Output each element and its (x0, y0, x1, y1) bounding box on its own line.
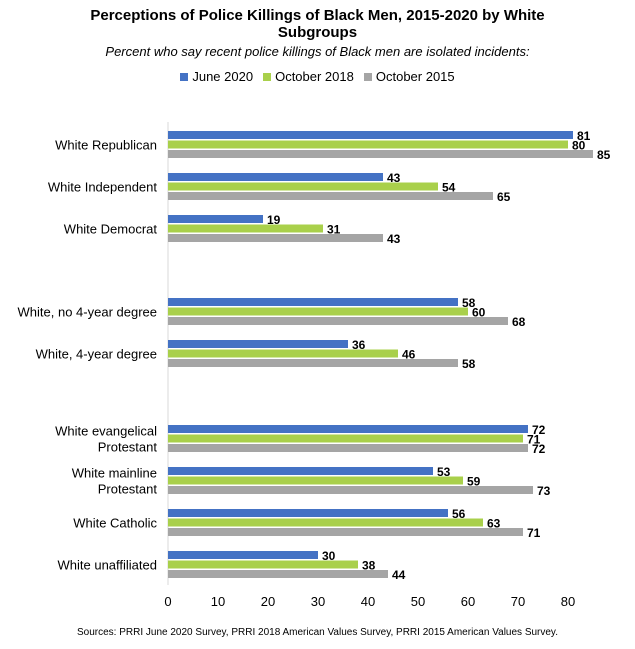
bar-white-mainline-protestant-october-2015 (168, 486, 533, 494)
category-label-white-evangelical-protestant-line-2: Protestant (98, 440, 158, 455)
bar-white-independent-october-2015 (168, 192, 493, 200)
data-label-white-unaffiliated-june-2020: 30 (322, 549, 336, 563)
chart-title: Perceptions of Police Killings of Black … (0, 7, 635, 41)
data-label-white-evangelical-protestant-october-2018: 71 (527, 433, 541, 447)
category-label-white-no-4-year-degree: White, no 4-year degree (18, 305, 157, 320)
bar-white-independent-june-2020 (168, 173, 383, 181)
data-label-white-democrat-october-2015: 43 (387, 232, 401, 246)
category-label-white-evangelical-protestant-line-1: White evangelical (55, 424, 157, 439)
legend-item-october-2018: October 2018 (263, 69, 354, 84)
bar-white-republican-october-2018 (168, 140, 568, 149)
data-label-white-no-4-year-degree-october-2015: 68 (512, 315, 526, 329)
chart-legend: June 2020 October 2018 October 2015 (0, 69, 635, 84)
chart-title-line-1: Perceptions of Police Killings of Black … (90, 7, 545, 24)
bar-white-4-year-degree-october-2015 (168, 359, 458, 367)
data-label-white-no-4-year-degree-june-2020: 58 (462, 296, 476, 310)
data-label-white-democrat-october-2018: 31 (327, 223, 341, 237)
x-tick-label-30: 30 (311, 594, 325, 609)
category-label-white-unaffiliated: White unaffiliated (58, 558, 158, 573)
bar-white-catholic-october-2015 (168, 528, 523, 536)
category-label-white-mainline-protestant-line-2: Protestant (98, 482, 158, 497)
chart-subtitle: Percent who say recent police killings o… (105, 44, 530, 59)
bar-white-mainline-protestant-june-2020 (168, 467, 433, 475)
data-label-white-independent-october-2015: 65 (497, 190, 511, 204)
legend-label-october-2015: October 2015 (375, 69, 455, 84)
bar-white-unaffiliated-october-2015 (168, 570, 388, 578)
category-label-white-democrat: White Democrat (64, 222, 158, 237)
x-tick-label-70: 70 (511, 594, 525, 609)
bar-white-unaffiliated-october-2018 (168, 560, 358, 569)
data-label-white-evangelical-protestant-october-2015: 72 (532, 442, 546, 456)
data-label-white-democrat-june-2020: 19 (267, 213, 281, 227)
bar-white-mainline-protestant-october-2018 (168, 476, 463, 485)
data-label-white-catholic-october-2015: 71 (527, 526, 541, 540)
bar-white-evangelical-protestant-october-2018 (168, 434, 523, 443)
bar-white-democrat-october-2015 (168, 234, 383, 242)
data-label-white-independent-october-2018: 54 (442, 181, 456, 195)
data-label-white-republican-june-2020: 81 (577, 129, 591, 143)
category-label-white-4-year-degree: White, 4-year degree (36, 347, 157, 362)
data-label-white-evangelical-protestant-june-2020: 72 (532, 423, 546, 437)
data-label-white-unaffiliated-october-2015: 44 (392, 568, 406, 582)
source-note: Sources: PRRI June 2020 Survey, PRRI 201… (77, 627, 558, 638)
data-label-white-catholic-june-2020: 56 (452, 507, 466, 521)
data-label-white-republican-october-2018: 80 (572, 139, 586, 153)
bar-white-evangelical-protestant-june-2020 (168, 425, 528, 433)
category-label-white-republican: White Republican (55, 138, 157, 153)
bar-white-4-year-degree-june-2020 (168, 340, 348, 348)
bar-white-no-4-year-degree-june-2020 (168, 298, 458, 306)
x-tick-label-40: 40 (361, 594, 375, 609)
data-label-white-4-year-degree-october-2015: 58 (462, 357, 476, 371)
legend-item-october-2015: October 2015 (363, 69, 455, 84)
bar-white-no-4-year-degree-october-2015 (168, 317, 508, 325)
x-tick-label-10: 10 (211, 594, 225, 609)
bar-white-unaffiliated-june-2020 (168, 551, 318, 559)
data-label-white-no-4-year-degree-october-2018: 60 (472, 306, 486, 320)
legend-swatch-october-2015 (363, 72, 372, 81)
bar-white-democrat-october-2018 (168, 224, 323, 233)
category-label-white-catholic: White Catholic (73, 516, 157, 531)
bar-white-catholic-october-2018 (168, 518, 483, 527)
bar-white-independent-october-2018 (168, 182, 438, 191)
bar-white-evangelical-protestant-october-2015 (168, 444, 528, 452)
legend-swatch-october-2018 (263, 72, 272, 81)
legend-label-october-2018: October 2018 (275, 69, 354, 84)
x-tick-label-80: 80 (561, 594, 575, 609)
legend-label-june-2020: June 2020 (192, 69, 254, 84)
data-label-white-republican-october-2015: 85 (597, 148, 611, 162)
bar-white-catholic-june-2020 (168, 509, 448, 517)
legend-swatch-june-2020 (180, 72, 189, 81)
category-label-white-independent: White Independent (48, 180, 158, 195)
data-label-white-mainline-protestant-june-2020: 53 (437, 465, 451, 479)
bar-white-democrat-june-2020 (168, 215, 263, 223)
category-label-white-mainline-protestant-line-1: White mainline (72, 466, 157, 481)
chart-title-line-2: Subgroups (277, 24, 358, 41)
data-label-white-mainline-protestant-october-2015: 73 (537, 484, 551, 498)
data-label-white-mainline-protestant-october-2018: 59 (467, 475, 481, 489)
data-label-white-independent-june-2020: 43 (387, 171, 401, 185)
data-label-white-catholic-october-2018: 63 (487, 517, 501, 531)
x-tick-label-50: 50 (411, 594, 425, 609)
x-tick-label-0: 0 (164, 594, 171, 609)
x-tick-label-20: 20 (261, 594, 275, 609)
bar-white-republican-october-2015 (168, 150, 593, 158)
data-label-white-4-year-degree-october-2018: 46 (402, 348, 416, 362)
bar-white-no-4-year-degree-october-2018 (168, 307, 468, 316)
bar-white-4-year-degree-october-2018 (168, 349, 398, 358)
bar-white-republican-june-2020 (168, 131, 573, 139)
data-label-white-4-year-degree-june-2020: 36 (352, 338, 366, 352)
data-label-white-unaffiliated-october-2018: 38 (362, 559, 376, 573)
x-tick-label-60: 60 (461, 594, 475, 609)
legend-item-june-2020: June 2020 (180, 69, 253, 84)
